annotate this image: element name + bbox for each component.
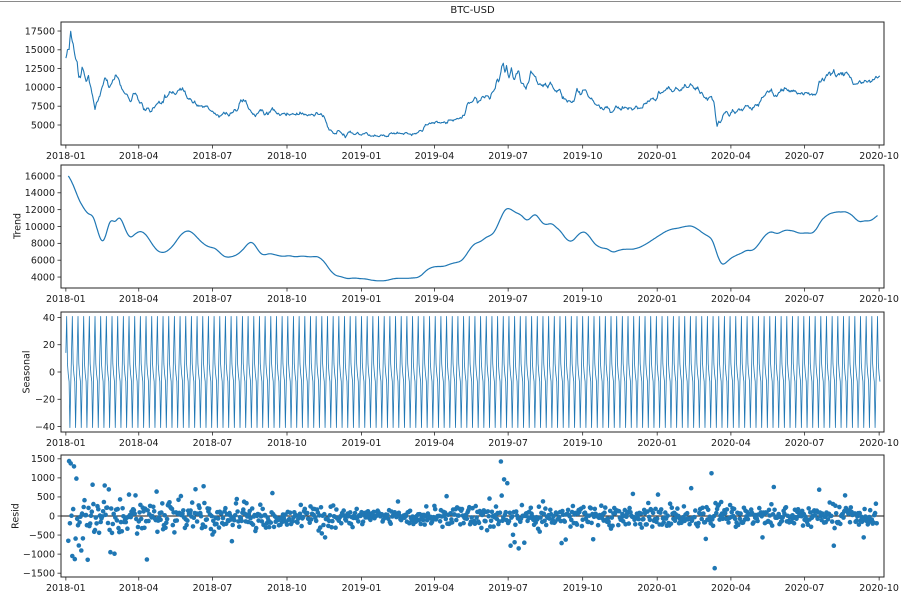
y-tick-label: 10000	[25, 83, 55, 94]
x-tick-label: 2019-10	[563, 438, 603, 449]
x-tick-label: 2020-01	[637, 583, 677, 594]
x-tick-label: 2020-04	[711, 583, 751, 594]
x-tick-label: 2018-07	[193, 583, 233, 594]
x-tick-label: 2020-07	[785, 438, 825, 449]
x-tick-label: 2018-07	[193, 151, 233, 162]
y-tick-label: 0	[49, 511, 55, 522]
top-border	[0, 1, 901, 2]
x-tick-label: 2019-01	[342, 151, 382, 162]
x-tick-label: 2019-10	[563, 294, 603, 305]
x-tick-label: 2020-10	[859, 438, 899, 449]
x-tick-label: 2019-01	[342, 583, 382, 594]
x-tick-label: 2019-01	[342, 294, 382, 305]
x-tick-label: 2018-10	[267, 438, 307, 449]
seasonal-line	[65, 316, 881, 428]
y-tick-label: 7500	[31, 102, 55, 113]
y-tick-label: 12000	[25, 205, 55, 216]
x-tick-label: 2020-04	[711, 438, 751, 449]
x-tick-label: 2020-10	[859, 583, 899, 594]
y-tick-label: 6000	[31, 255, 55, 266]
x-tick-label: 2020-01	[637, 294, 677, 305]
y-tick-label: 500	[37, 492, 55, 503]
axes-border-resid	[60, 454, 885, 578]
x-tick-label: 2020-10	[859, 151, 899, 162]
axes-border-trend	[60, 164, 885, 289]
x-tick-label: 2020-01	[637, 151, 677, 162]
y-tick-label: 8000	[31, 239, 55, 250]
x-tick-label: 2019-10	[563, 151, 603, 162]
x-tick-label: 2019-07	[488, 151, 528, 162]
x-tick-label: 2019-07	[488, 294, 528, 305]
observed-line	[65, 30, 881, 139]
y-tick-label: −1000	[23, 549, 55, 560]
x-tick-label: 2018-04	[119, 583, 159, 594]
x-tick-label: 2019-04	[415, 151, 455, 162]
x-tick-label: 2019-10	[563, 583, 603, 594]
y-tick-label: 4000	[31, 272, 55, 283]
x-tick-label: 2018-01	[46, 151, 86, 162]
y-tick-label: −1500	[23, 568, 55, 579]
y-tick-label: 14000	[25, 188, 55, 199]
x-tick-label: 2020-01	[637, 438, 677, 449]
x-tick-label: 2018-04	[119, 438, 159, 449]
x-tick-label: 2019-04	[415, 294, 455, 305]
x-tick-label: 2018-07	[193, 438, 233, 449]
y-tick-label: 12500	[25, 64, 55, 75]
y-tick-label: 5000	[31, 120, 55, 131]
chart-title: BTC-USD	[450, 5, 495, 16]
y-tick-label: 15000	[25, 45, 55, 56]
x-tick-label: 2019-01	[342, 438, 382, 449]
x-tick-label: 2018-07	[193, 294, 233, 305]
x-tick-label: 2019-07	[488, 583, 528, 594]
x-tick-label: 2019-04	[415, 438, 455, 449]
x-tick-label: 2018-10	[267, 294, 307, 305]
x-tick-label: 2020-07	[785, 151, 825, 162]
x-tick-label: 2018-04	[119, 294, 159, 305]
y-tick-label: 1000	[31, 473, 55, 484]
x-tick-label: 2018-01	[46, 294, 86, 305]
x-tick-label: 2020-07	[785, 294, 825, 305]
trend-line	[67, 175, 878, 282]
x-tick-label: 2020-07	[785, 583, 825, 594]
y-tick-label: 17500	[25, 26, 55, 37]
y-tick-label: −40	[35, 422, 55, 433]
y-tick-label: −20	[35, 395, 55, 406]
resid-points	[66, 458, 879, 571]
y-tick-label: −500	[29, 530, 55, 541]
x-tick-label: 2020-04	[711, 151, 751, 162]
y-tick-label: 16000	[25, 171, 55, 182]
y-tick-label: 10000	[25, 222, 55, 233]
y-tick-label: 0	[49, 367, 55, 378]
y-tick-label: 20	[43, 340, 55, 351]
y-tick-label: 40	[43, 313, 55, 324]
axes-border-seasonal	[60, 311, 885, 433]
x-tick-label: 2019-04	[415, 583, 455, 594]
x-tick-label: 2020-04	[711, 294, 751, 305]
x-tick-label: 2018-01	[46, 583, 86, 594]
x-tick-label: 2018-01	[46, 438, 86, 449]
axes-border-observed	[60, 21, 885, 146]
x-tick-label: 2019-07	[488, 438, 528, 449]
x-tick-label: 2018-04	[119, 151, 159, 162]
x-tick-label: 2018-10	[267, 151, 307, 162]
y-tick-label: 1500	[31, 454, 55, 465]
x-tick-label: 2020-10	[859, 294, 899, 305]
x-tick-label: 2018-10	[267, 583, 307, 594]
